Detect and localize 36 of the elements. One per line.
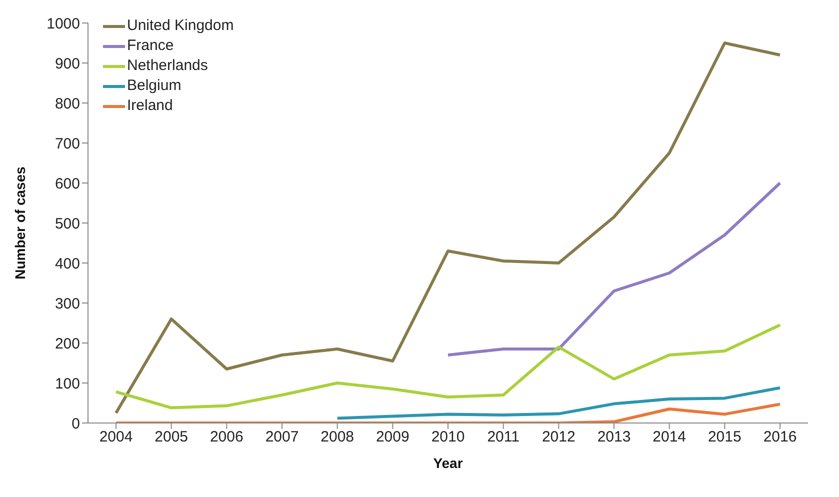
y-tick-label: 800 xyxy=(54,95,80,112)
legend-label: United Kingdom xyxy=(127,16,234,36)
x-tick-label: 2014 xyxy=(652,428,686,446)
y-tick-label: 1000 xyxy=(46,15,80,32)
y-tick-label: 500 xyxy=(54,215,80,232)
y-tick-label: 100 xyxy=(54,375,80,392)
y-tick-label: 600 xyxy=(54,175,80,192)
legend-label: Netherlands xyxy=(127,56,208,76)
x-tick-label: 2005 xyxy=(154,428,188,446)
legend-label: Ireland xyxy=(127,96,173,116)
y-tick-label: 200 xyxy=(54,335,80,352)
legend-label: Belgium xyxy=(127,76,182,96)
x-tick-label: 2012 xyxy=(542,428,576,446)
x-tick-label: 2010 xyxy=(431,428,465,446)
x-tick-label: 2008 xyxy=(320,428,354,446)
y-tick-label: 900 xyxy=(54,55,80,72)
y-tick-label: 700 xyxy=(54,135,80,152)
x-tick-label: 2009 xyxy=(376,428,410,446)
x-tick-label: 2011 xyxy=(487,428,520,446)
line-series xyxy=(336,386,782,420)
x-tick-label: 2013 xyxy=(597,428,631,446)
x-tick-label: 2007 xyxy=(265,428,299,446)
y-axis-title: Number of cases xyxy=(12,166,28,280)
y-tick-label: 300 xyxy=(54,295,80,312)
line-series xyxy=(114,324,782,410)
x-tick-label: 2015 xyxy=(708,428,742,446)
y-tick-label: 400 xyxy=(54,255,80,272)
x-tick-label: 2004 xyxy=(99,428,133,446)
y-tick-label: 0 xyxy=(72,415,80,432)
line-series xyxy=(446,182,782,356)
x-tick-label: 2016 xyxy=(763,428,797,446)
line-series xyxy=(114,42,782,414)
legend-label: France xyxy=(127,36,174,56)
line-series xyxy=(114,402,782,423)
x-axis-title: Year xyxy=(433,455,464,471)
x-tick-label: 2006 xyxy=(210,428,244,446)
